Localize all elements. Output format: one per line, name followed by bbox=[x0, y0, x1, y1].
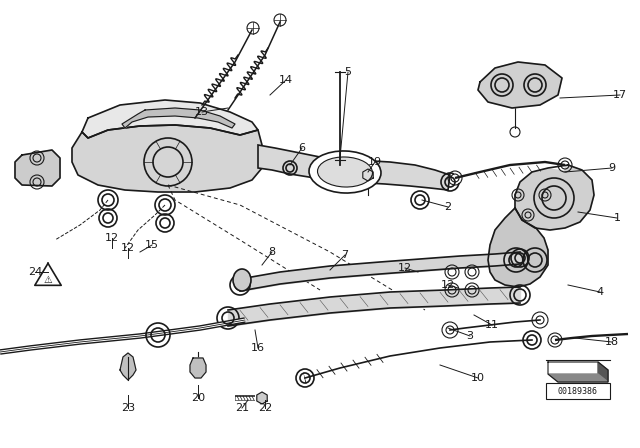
Text: 2: 2 bbox=[444, 202, 452, 212]
Text: ⚠: ⚠ bbox=[44, 275, 52, 285]
Text: 3: 3 bbox=[467, 331, 474, 341]
Text: 18: 18 bbox=[605, 337, 619, 347]
Text: 10: 10 bbox=[471, 373, 485, 383]
Text: 5: 5 bbox=[344, 67, 351, 77]
Text: 14: 14 bbox=[279, 75, 293, 85]
Ellipse shape bbox=[317, 157, 372, 187]
Polygon shape bbox=[257, 392, 267, 404]
Text: 4: 4 bbox=[596, 287, 604, 297]
Text: 20: 20 bbox=[191, 393, 205, 403]
Polygon shape bbox=[598, 362, 608, 382]
Text: 16: 16 bbox=[251, 343, 265, 353]
Polygon shape bbox=[258, 145, 450, 190]
Polygon shape bbox=[122, 108, 235, 128]
Text: 7: 7 bbox=[341, 250, 349, 260]
Polygon shape bbox=[548, 362, 608, 370]
Text: 8: 8 bbox=[268, 247, 276, 257]
Text: 24: 24 bbox=[28, 267, 42, 277]
Text: 12: 12 bbox=[121, 243, 135, 253]
Text: 22: 22 bbox=[258, 403, 272, 413]
Text: 15: 15 bbox=[145, 240, 159, 250]
Text: 00189386: 00189386 bbox=[558, 387, 598, 396]
Text: 6: 6 bbox=[298, 143, 305, 153]
Polygon shape bbox=[72, 125, 262, 192]
Polygon shape bbox=[190, 358, 206, 378]
Polygon shape bbox=[363, 169, 373, 181]
Text: 9: 9 bbox=[609, 163, 616, 173]
Polygon shape bbox=[478, 62, 562, 108]
Polygon shape bbox=[120, 353, 136, 380]
Bar bbox=[546, 383, 610, 399]
Polygon shape bbox=[488, 208, 548, 287]
Text: 12: 12 bbox=[398, 263, 412, 273]
Text: 11: 11 bbox=[485, 320, 499, 330]
Text: 12: 12 bbox=[105, 233, 119, 243]
Text: 23: 23 bbox=[121, 403, 135, 413]
Text: 21: 21 bbox=[235, 403, 249, 413]
Polygon shape bbox=[548, 374, 608, 382]
Polygon shape bbox=[35, 263, 61, 285]
Text: 12: 12 bbox=[441, 280, 455, 290]
Ellipse shape bbox=[309, 151, 381, 193]
Text: 19: 19 bbox=[368, 157, 382, 167]
Polygon shape bbox=[82, 100, 258, 138]
Text: 1: 1 bbox=[614, 213, 621, 223]
Ellipse shape bbox=[233, 269, 251, 291]
Text: 17: 17 bbox=[613, 90, 627, 100]
Polygon shape bbox=[15, 150, 60, 186]
Text: 13: 13 bbox=[195, 107, 209, 117]
Polygon shape bbox=[515, 165, 594, 230]
